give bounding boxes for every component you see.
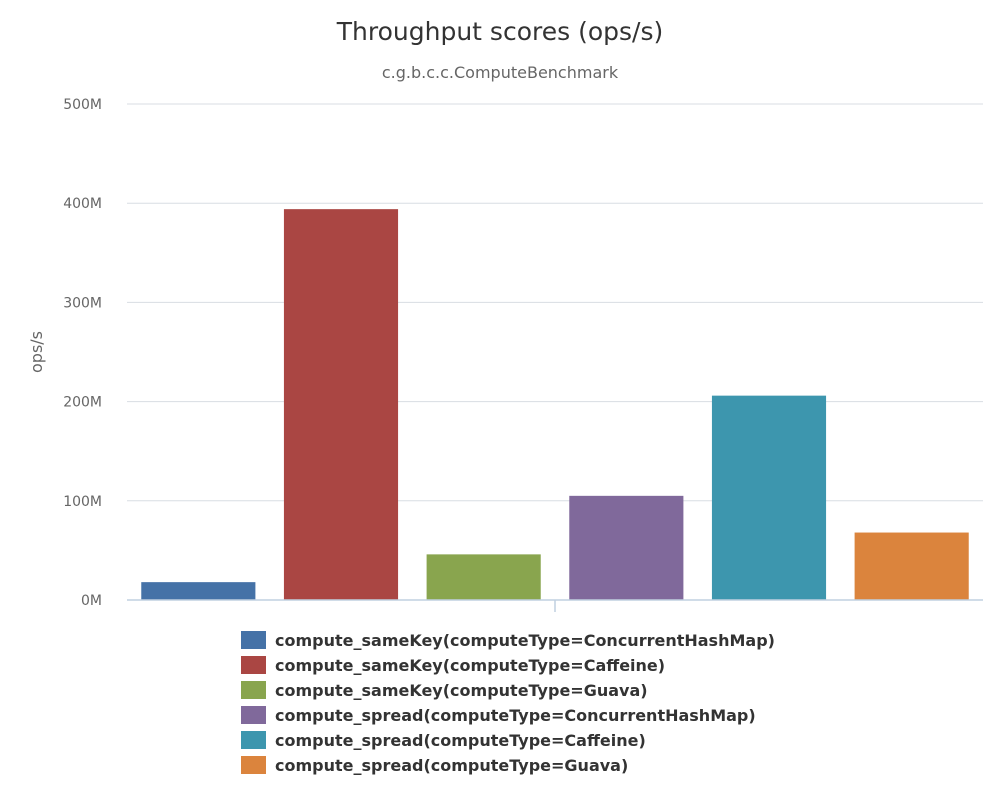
bar[interactable]: [283, 209, 399, 601]
chart-subtitle: c.g.b.c.c.ComputeBenchmark: [382, 63, 619, 82]
legend-swatch: [241, 656, 266, 674]
bar[interactable]: [426, 554, 541, 600]
bar[interactable]: [854, 532, 969, 600]
bars: [141, 209, 969, 601]
legend-item-label[interactable]: compute_sameKey(computeType=ConcurrentHa…: [275, 631, 775, 650]
legend-swatch: [241, 631, 266, 649]
y-tick-label: 300M: [63, 295, 102, 311]
y-axis-label: ops/s: [27, 331, 46, 373]
legend-item-label[interactable]: compute_sameKey(computeType=Guava): [275, 681, 648, 700]
legend-item-label[interactable]: compute_sameKey(computeType=Caffeine): [275, 656, 665, 675]
legend-swatch: [241, 681, 266, 699]
legend-item-label[interactable]: compute_spread(computeType=Guava): [275, 756, 628, 775]
y-tick-label: 200M: [63, 395, 102, 411]
y-tick-label: 400M: [63, 196, 102, 212]
legend: compute_sameKey(computeType=ConcurrentHa…: [241, 631, 775, 775]
legend-swatch: [241, 706, 266, 724]
y-tick-label: 0M: [81, 593, 102, 609]
legend-swatch: [241, 756, 266, 774]
gridlines: [127, 103, 983, 502]
y-tick-label: 100M: [63, 494, 102, 510]
legend-item-label[interactable]: compute_spread(computeType=Caffeine): [275, 731, 646, 750]
legend-swatch: [241, 731, 266, 749]
bar[interactable]: [141, 582, 256, 600]
y-axis-ticks: 0M 100M 200M 300M 400M 500M: [63, 97, 102, 609]
bar[interactable]: [711, 395, 827, 600]
bar[interactable]: [569, 495, 684, 600]
legend-item-label[interactable]: compute_spread(computeType=ConcurrentHas…: [275, 706, 756, 725]
y-tick-label: 500M: [63, 97, 102, 113]
chart-title: Throughput scores (ops/s): [336, 17, 663, 46]
